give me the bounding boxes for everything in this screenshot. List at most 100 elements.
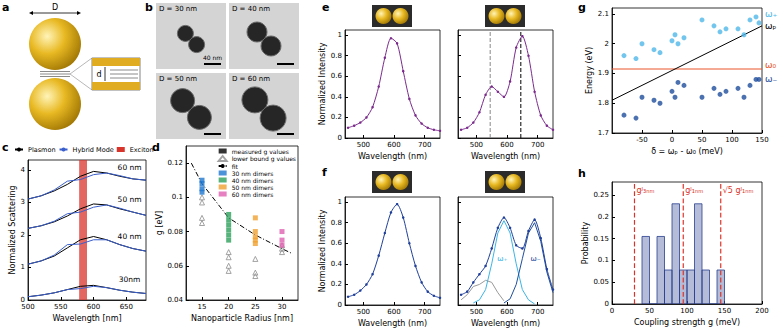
svg-text:25: 25 <box>251 303 260 311</box>
svg-text:Energy (eV): Energy (eV) <box>585 47 594 94</box>
svg-text:e: e <box>322 1 329 14</box>
svg-text:h: h <box>578 167 586 180</box>
svg-text:Hybrid Mode: Hybrid Mode <box>73 146 114 154</box>
svg-text:ω₊: ω₊ <box>765 9 778 19</box>
svg-text:D: D <box>52 3 58 12</box>
svg-text:lower bound g values: lower bound g values <box>232 155 296 163</box>
svg-text:2: 2 <box>605 40 609 48</box>
svg-text:500: 500 <box>470 141 483 149</box>
svg-text:0: 0 <box>670 136 674 144</box>
svg-text:40 nm: 40 nm <box>203 54 222 61</box>
svg-text:500: 500 <box>357 308 370 316</box>
svg-text:Nanoparticle Radius [nm]: Nanoparticle Radius [nm] <box>191 314 293 323</box>
svg-text:Normalized Intensity: Normalized Intensity <box>318 209 327 292</box>
svg-text:4: 4 <box>21 166 26 174</box>
svg-text:200: 200 <box>755 307 768 315</box>
svg-text:b: b <box>145 1 153 14</box>
svg-text:2.1: 2.1 <box>598 10 609 18</box>
svg-text:1: 1 <box>338 31 342 39</box>
svg-text:d: d <box>96 70 101 79</box>
svg-text:ω₊: ω₊ <box>497 254 507 263</box>
svg-text:30 nm dimers: 30 nm dimers <box>232 170 274 177</box>
svg-text:0.8: 0.8 <box>331 219 342 227</box>
svg-text:Coupling strength g (meV): Coupling strength g (meV) <box>634 318 740 327</box>
svg-text:0.8: 0.8 <box>331 52 342 60</box>
svg-text:600: 600 <box>387 308 400 316</box>
svg-text:Wavelength (nm): Wavelength (nm) <box>471 319 540 328</box>
svg-text:f: f <box>322 166 327 179</box>
svg-text:0: 0 <box>610 307 614 315</box>
svg-text:√5 gᴶ₁ₙₘ: √5 gᴶ₁ₙₘ <box>723 186 754 195</box>
svg-text:0.1: 0.1 <box>172 193 183 201</box>
svg-text:1: 1 <box>338 198 342 206</box>
svg-text:0.05: 0.05 <box>593 278 609 286</box>
svg-text:d: d <box>152 141 160 154</box>
svg-text:650: 650 <box>120 303 133 311</box>
svg-text:0.2: 0.2 <box>598 213 609 221</box>
svg-text:gᴶ₁ₙₘ: gᴶ₁ₙₘ <box>685 186 703 195</box>
svg-text:Wavelength [nm]: Wavelength [nm] <box>52 314 121 323</box>
svg-text:1.9: 1.9 <box>598 69 609 77</box>
svg-text:1.8: 1.8 <box>598 99 609 107</box>
svg-text:D = 50 nm: D = 50 nm <box>159 75 197 83</box>
svg-text:700: 700 <box>531 308 544 316</box>
svg-text:600: 600 <box>87 303 100 311</box>
svg-text:15: 15 <box>198 303 207 311</box>
svg-text:600: 600 <box>500 141 513 149</box>
svg-text:100: 100 <box>725 136 738 144</box>
svg-text:ωₚ: ωₚ <box>765 21 777 31</box>
svg-text:Plasmon: Plasmon <box>28 146 56 154</box>
svg-text:D = 40 nm: D = 40 nm <box>232 5 270 13</box>
svg-text:g [eV]: g [eV] <box>155 211 164 235</box>
svg-text:0.06: 0.06 <box>167 262 183 270</box>
svg-text:0.08: 0.08 <box>167 228 183 236</box>
svg-text:1: 1 <box>21 263 25 271</box>
svg-text:Exciton: Exciton <box>130 146 154 154</box>
svg-text:0.12: 0.12 <box>167 159 183 167</box>
svg-text:40 nm: 40 nm <box>118 232 142 241</box>
svg-text:0.2: 0.2 <box>331 113 342 121</box>
svg-text:0.6: 0.6 <box>331 239 343 247</box>
svg-text:60 nm dimers: 60 nm dimers <box>232 191 274 198</box>
svg-text:0: 0 <box>338 134 342 142</box>
svg-text:500: 500 <box>357 141 370 149</box>
svg-text:0: 0 <box>605 300 609 308</box>
svg-text:3: 3 <box>21 198 25 206</box>
svg-text:30: 30 <box>278 303 287 311</box>
svg-text:0.4: 0.4 <box>331 260 343 268</box>
svg-text:0.6: 0.6 <box>331 72 343 80</box>
svg-text:ω₋: ω₋ <box>530 254 540 263</box>
svg-text:60 nm: 60 nm <box>118 163 142 172</box>
svg-text:0.4: 0.4 <box>331 93 343 101</box>
svg-text:700: 700 <box>531 141 544 149</box>
svg-text:Wavelength (nm): Wavelength (nm) <box>358 152 427 161</box>
svg-text:0: 0 <box>338 301 342 309</box>
svg-text:50 nm dimers: 50 nm dimers <box>232 184 274 191</box>
svg-text:100: 100 <box>680 307 693 315</box>
svg-text:ω₀: ω₀ <box>765 60 777 70</box>
svg-text:Wavelength (nm): Wavelength (nm) <box>358 319 427 328</box>
svg-text:g: g <box>578 1 586 14</box>
svg-text:500: 500 <box>21 303 34 311</box>
svg-text:600: 600 <box>387 141 400 149</box>
svg-text:0.2: 0.2 <box>331 280 342 288</box>
svg-text:0.15: 0.15 <box>593 235 609 243</box>
svg-text:ω₋: ω₋ <box>765 74 778 84</box>
svg-text:2: 2 <box>21 231 25 239</box>
svg-text:600: 600 <box>500 308 513 316</box>
svg-text:-50: -50 <box>636 136 647 144</box>
svg-text:fit: fit <box>232 163 239 170</box>
svg-text:D = 60 nm: D = 60 nm <box>232 75 270 83</box>
svg-text:a: a <box>2 1 9 14</box>
svg-text:50 nm: 50 nm <box>118 195 142 204</box>
svg-text:150: 150 <box>755 136 768 144</box>
svg-text:c: c <box>2 141 9 154</box>
svg-text:Wavelength (nm): Wavelength (nm) <box>471 152 540 161</box>
svg-text:Probability: Probability <box>581 222 590 265</box>
svg-text:1.7: 1.7 <box>598 129 609 137</box>
svg-text:gᴶ₃ₙₘ: gᴶ₃ₙₘ <box>637 186 655 195</box>
svg-text:50: 50 <box>645 307 654 315</box>
svg-text:δ = ωₚ - ω₀ (meV): δ = ωₚ - ω₀ (meV) <box>651 147 723 156</box>
svg-text:0.1: 0.1 <box>598 256 609 264</box>
svg-text:500: 500 <box>470 308 483 316</box>
